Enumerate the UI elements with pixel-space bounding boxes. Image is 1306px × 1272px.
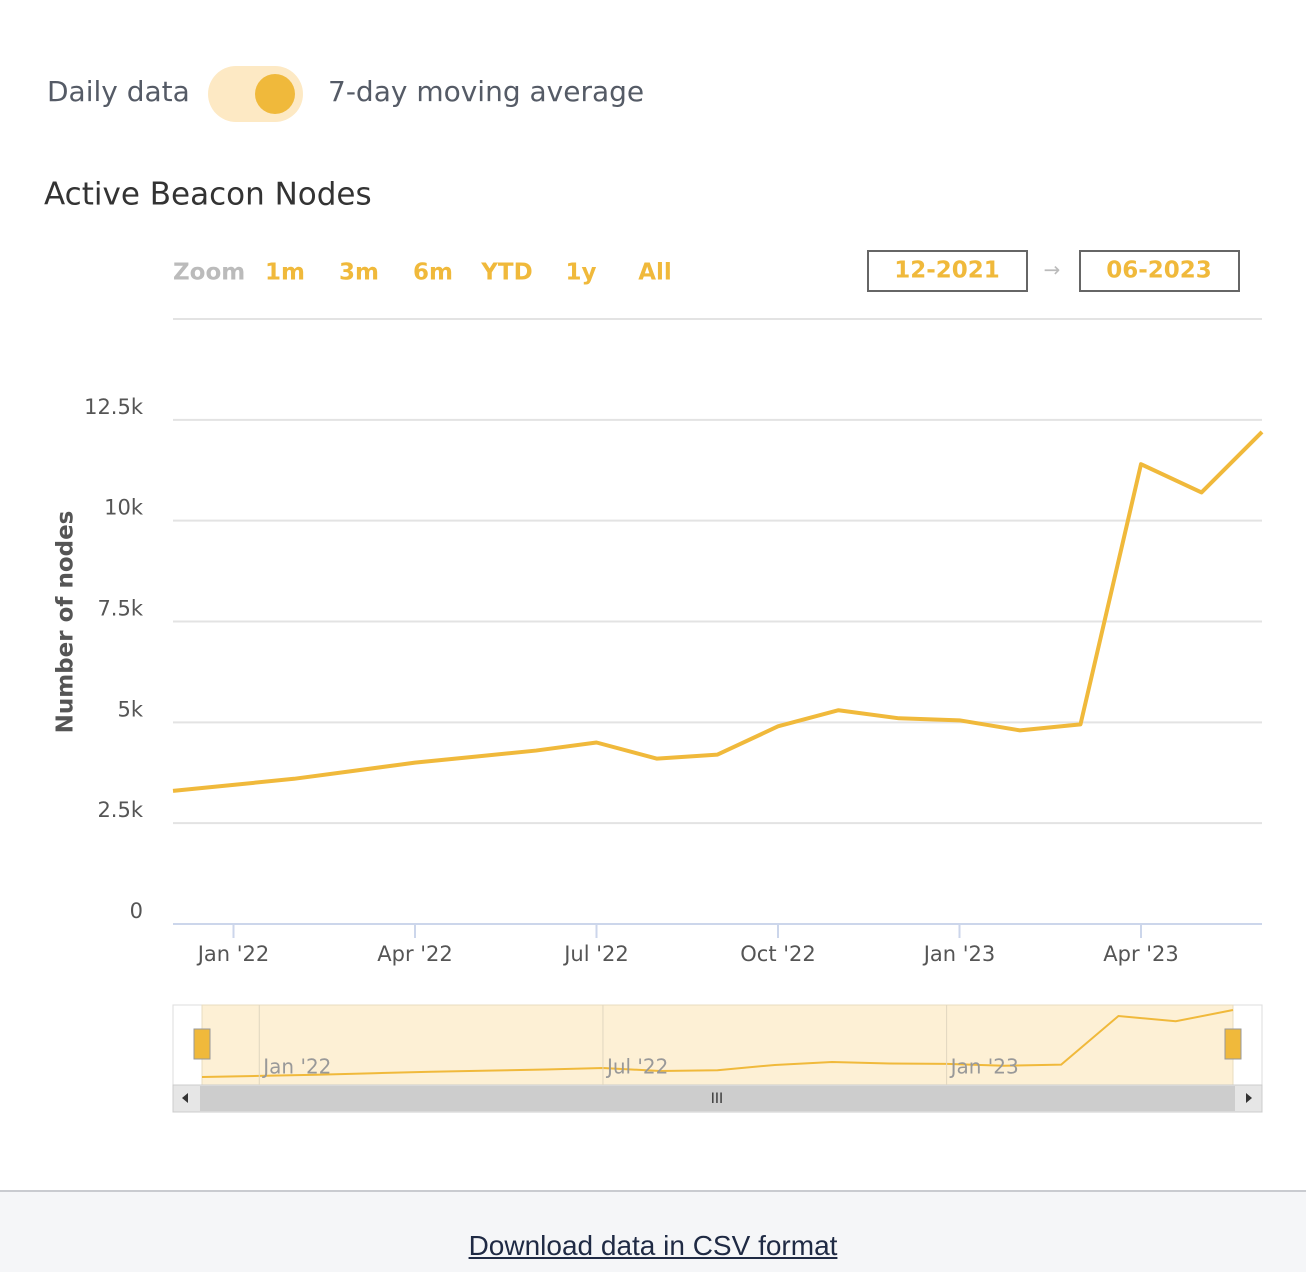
navigator-line (201, 1009, 1234, 1078)
scrollbar-grip: III (711, 1091, 723, 1107)
data-line (172, 430, 1264, 793)
zoom-button[interactable]: 6m (413, 260, 453, 286)
csv-link[interactable]: Download data in CSV format (468, 1230, 838, 1261)
zoom-button[interactable]: 3m (339, 260, 379, 286)
navigator-label: Jul '22 (605, 1055, 668, 1079)
scrollbar-thumb[interactable] (200, 1086, 1235, 1111)
toggle-right-label: 7-day moving average (328, 75, 644, 108)
navigator-label: Jan '22 (261, 1055, 331, 1079)
navigator-label: Jan '23 (949, 1055, 1019, 1079)
x-tick-label: Apr '23 (1103, 942, 1179, 966)
y-tick-label: 12.5k (84, 395, 144, 419)
zoom-button[interactable]: YTD (480, 260, 532, 286)
range-arrow: → (1044, 258, 1061, 282)
range-to[interactable]: 06-2023 (1106, 258, 1212, 284)
scroll-left[interactable] (182, 1093, 188, 1103)
zoom-button[interactable]: 1m (265, 260, 305, 286)
y-tick-label: 0 (130, 899, 143, 923)
y-tick-label: 5k (117, 697, 143, 721)
x-tick-label: Jul '22 (562, 942, 629, 966)
x-tick-label: Jan '23 (922, 942, 996, 966)
toggle-left-label: Daily data (47, 75, 190, 108)
range-to-box[interactable] (1079, 250, 1240, 292)
x-tick-label: Jan '22 (196, 942, 270, 966)
x-tick-label: Apr '22 (377, 942, 453, 966)
toggle-knob[interactable] (255, 74, 295, 114)
y-tick-label: 7.5k (97, 597, 143, 621)
x-tick-label: Oct '22 (740, 942, 815, 966)
y-axis-label: Number of nodes (53, 511, 79, 734)
y-tick-label: 2.5k (97, 798, 143, 822)
chart-title: Active Beacon Nodes (44, 177, 372, 213)
scroll-right[interactable] (1246, 1093, 1252, 1103)
navigator-handle[interactable] (1224, 1028, 1242, 1060)
y-tick-label: 10k (104, 496, 144, 520)
zoom-button[interactable]: 1y (566, 260, 597, 286)
footer: Download data in CSV format (0, 1190, 1306, 1272)
zoom-button[interactable]: All (638, 260, 672, 286)
navigator-handle[interactable] (193, 1028, 211, 1060)
range-from-box[interactable] (867, 250, 1028, 292)
zoom-label: Zoom (173, 260, 245, 286)
chart-area: Daily data 7-day moving average Active B… (44, 66, 1264, 1113)
range-from[interactable]: 12-2021 (894, 258, 1000, 284)
